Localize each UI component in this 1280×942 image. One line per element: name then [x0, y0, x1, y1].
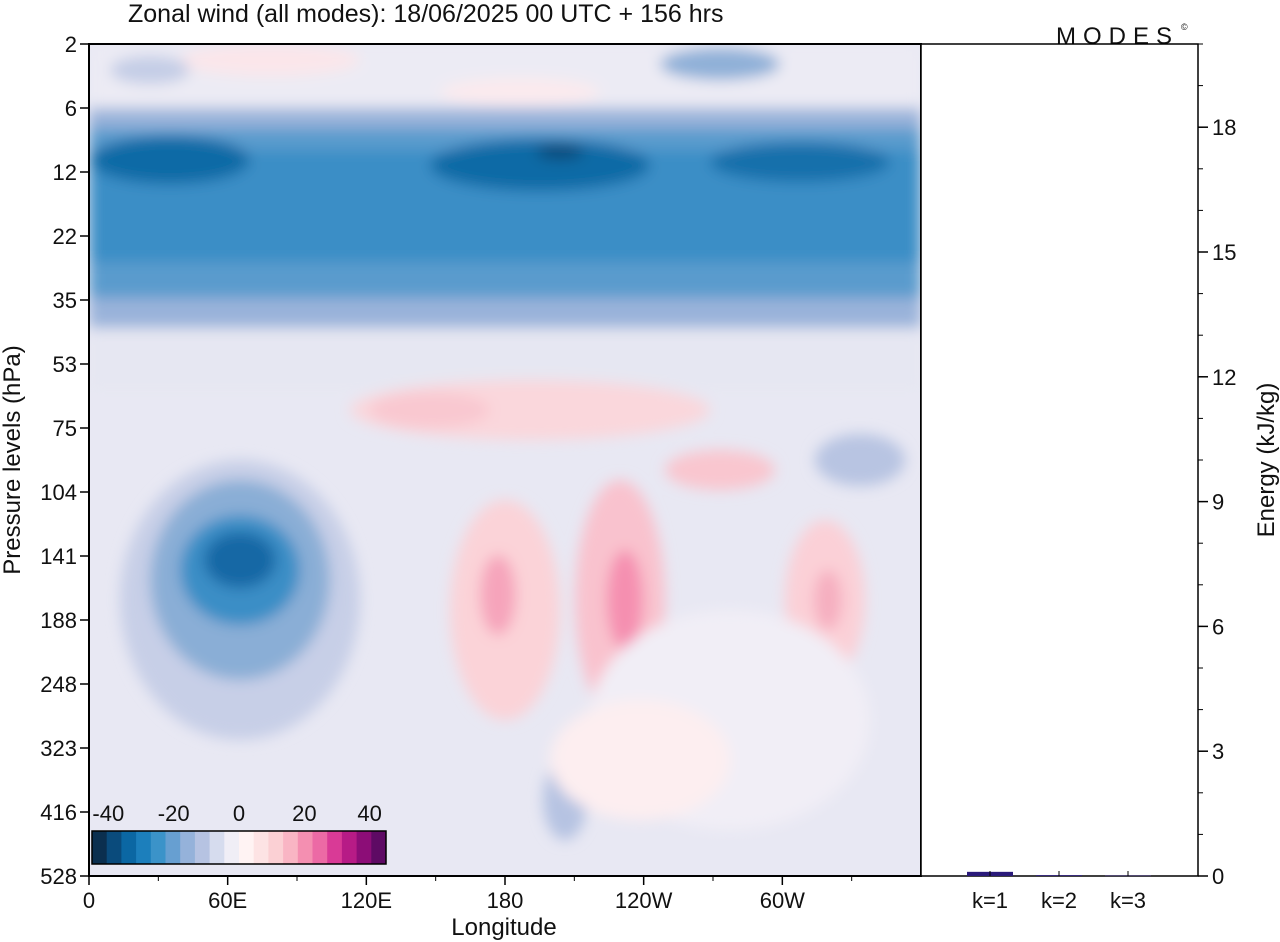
colorbar-swatch: [150, 831, 166, 864]
copyright-mark: ©: [1181, 22, 1188, 32]
jet-max-1: [90, 136, 250, 184]
colorbar-swatch: [312, 831, 328, 864]
longitude-axis-label: Longitude: [451, 914, 556, 941]
colorbar-tick-label: -20: [158, 801, 190, 826]
pressure-tick-label: 188: [40, 608, 77, 633]
energy-tick-label: 3: [1212, 739, 1224, 764]
longitude-tick-label: 120W: [615, 888, 673, 913]
energy-tick-label: 0: [1212, 864, 1224, 889]
lower-strat-band: [89, 330, 921, 390]
colorbar-frame: [91, 830, 387, 865]
mode-label: k=1: [972, 888, 1008, 913]
strat-pink-2: [370, 392, 490, 428]
upper-blue-patch-2: [110, 56, 190, 84]
colorbar-swatch: [194, 831, 211, 864]
colorbar-swatch: [180, 831, 196, 864]
longitude-tick-label: 0: [83, 888, 95, 913]
pressure-tick-label: 528: [40, 864, 77, 889]
colorbar-swatch: [121, 831, 137, 864]
longitude-tick-label: 120E: [341, 888, 392, 913]
longitude-tick-label: 60E: [208, 888, 247, 913]
energy-bars: k=1 k=2 k=3: [967, 871, 1151, 913]
energy-panel-frame: [920, 43, 1199, 877]
chart-title: Zonal wind (all modes): 18/06/2025 00 UT…: [128, 0, 723, 28]
colorbar-swatch: [371, 831, 387, 864]
blue-patch-right: [815, 434, 905, 486]
energy-tick-label: 6: [1212, 614, 1224, 639]
mode-label: k=2: [1041, 888, 1077, 913]
pressure-axis-label: Pressure levels (hPa): [0, 345, 26, 574]
colorbar-swatch: [209, 831, 225, 864]
colorbar-tick-label: 20: [292, 801, 316, 826]
energy-axis-label: Energy (kJ/kg): [1253, 383, 1280, 538]
longitude-tick-label: 180: [487, 888, 524, 913]
pressure-tick-label: 141: [40, 544, 77, 569]
colorbar-swatch: [165, 831, 181, 864]
colorbar-swatch: [356, 831, 372, 864]
pressure-tick-label: 2: [65, 32, 77, 57]
colorbar-swatch: [341, 831, 358, 864]
colorbar-tick-label: 0: [233, 801, 245, 826]
colorbar-swatch: [253, 831, 269, 864]
energy-tick-label: 12: [1212, 365, 1236, 390]
pink-column-1-core: [480, 555, 516, 635]
pressure-tick-label: 75: [53, 416, 77, 441]
pressure-tick-label: 22: [53, 224, 77, 249]
colorbar-swatch: [283, 831, 299, 864]
pressure-tick-label: 416: [40, 800, 77, 825]
colorbar-swatch: [268, 831, 284, 864]
energy-tick-label: 15: [1212, 240, 1236, 265]
upper-pink-patch: [180, 44, 360, 76]
jet-max-2: [430, 139, 650, 191]
pressure-tick-label: 12: [53, 160, 77, 185]
energy-axis: 0 3 6 9 12 15 18: [1198, 43, 1236, 889]
pressure-tick-label: 6: [65, 96, 77, 121]
pink-column-3-core: [814, 570, 842, 630]
longitude-tick-label: 60W: [760, 888, 805, 913]
pressure-axis: 2 6 12 22 35 53 75 104 141 188 248 323 416 528: [40, 32, 89, 889]
colorbar: [91, 830, 387, 865]
jet-max-4: [536, 144, 584, 160]
energy-tick-label: 18: [1212, 115, 1236, 140]
pressure-tick-label: 104: [40, 480, 77, 505]
pink-column-2-core: [607, 550, 643, 650]
colorbar-swatch: [239, 831, 255, 864]
colorbar-swatch: [327, 831, 343, 864]
pressure-tick-label: 248: [40, 672, 77, 697]
wind-field: [89, 44, 921, 876]
colorbar-swatch: [136, 831, 152, 864]
westward-jet-max: [204, 532, 276, 588]
pink-lower: [550, 700, 730, 820]
colorbar-tick-label: -40: [92, 801, 124, 826]
pressure-tick-label: 53: [53, 352, 77, 377]
longitude-axis: 0 60E 120E 180 120W 60W: [83, 876, 853, 913]
pink-patch-upper: [665, 450, 775, 490]
field-blobs: [89, 44, 921, 840]
energy-tick-label: 9: [1212, 490, 1224, 515]
colorbar-swatch: [224, 831, 240, 864]
pressure-tick-label: 323: [40, 736, 77, 761]
colorbar-tick-label: 40: [357, 801, 381, 826]
upper-pink-patch-2: [440, 78, 600, 106]
colorbar-swatch: [106, 831, 122, 864]
mode-label: k=3: [1110, 888, 1146, 913]
colorbar-swatch: [92, 831, 108, 864]
upper-blue-patch: [660, 48, 780, 80]
jet-max-3: [710, 142, 890, 182]
colorbar-swatch: [297, 831, 313, 864]
colorbar-labels: -40 -20 0 20 40: [92, 801, 381, 826]
pressure-tick-label: 35: [53, 288, 77, 313]
